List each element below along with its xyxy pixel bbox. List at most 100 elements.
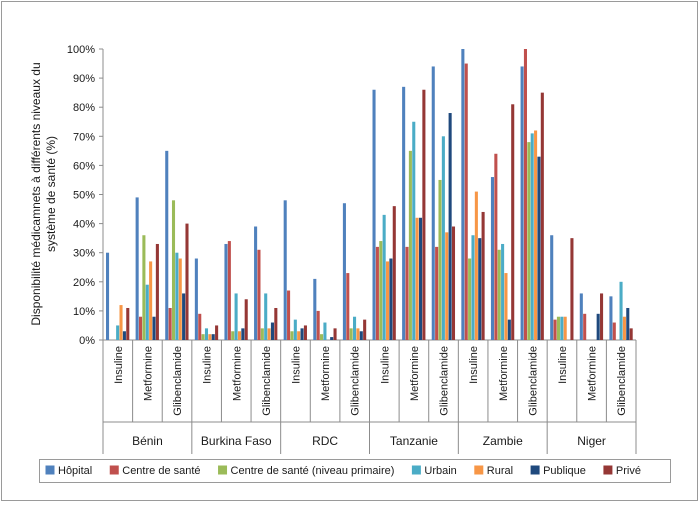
bar: [231, 331, 235, 340]
bar: [540, 92, 544, 341]
bar: [385, 261, 390, 340]
bar: [507, 319, 511, 340]
bar: [208, 334, 212, 340]
bar: [478, 238, 482, 340]
bar: [204, 328, 209, 340]
x-drug-label: Glibenclamide: [350, 346, 362, 416]
legend-label: Publique: [543, 465, 586, 477]
x-country-label: Bénin: [132, 434, 163, 448]
x-drug-label: Insuline: [113, 346, 125, 384]
bar: [563, 316, 567, 340]
x-drug-label: Insuline: [468, 346, 480, 384]
bar: [451, 226, 456, 340]
bar: [264, 293, 268, 340]
bar: [435, 246, 439, 340]
bar: [523, 49, 527, 340]
bar: [445, 232, 449, 340]
bar: [474, 191, 478, 340]
bar: [152, 316, 156, 340]
bar: [116, 325, 120, 340]
x-drug-label: Metformine: [409, 346, 421, 401]
y-tick-label: 60%: [73, 160, 95, 172]
y-axis-label: Disponibilité médicamnets à différents n…: [29, 62, 58, 325]
bar: [560, 316, 564, 340]
x-country-label: Tanzanie: [390, 434, 438, 448]
bar: [375, 246, 379, 340]
bar: [363, 319, 367, 340]
bar: [241, 328, 245, 340]
bar: [494, 153, 498, 340]
x-drug-label: Metformine: [498, 346, 510, 401]
bar: [234, 293, 238, 340]
bar: [346, 273, 350, 340]
x-drug-label: Glibenclamide: [261, 346, 273, 416]
bar: [379, 241, 383, 340]
bar: [570, 238, 574, 340]
bar: [244, 299, 248, 340]
legend-label: Privé: [616, 465, 641, 477]
bar: [504, 273, 508, 340]
bar: [257, 249, 261, 340]
bar: [274, 307, 278, 340]
bar: [626, 307, 630, 340]
legend-label: Urbain: [424, 465, 456, 477]
legend-swatch: [109, 465, 119, 475]
legend-swatch: [218, 465, 228, 475]
bar: [283, 200, 287, 340]
bar: [254, 226, 258, 340]
x-drug-label: Insuline: [557, 346, 569, 384]
bar: [353, 316, 357, 340]
bar: [290, 331, 294, 340]
bar: [198, 313, 202, 340]
bar: [211, 334, 215, 340]
legend-swatch: [474, 465, 484, 475]
y-tick-label: 10%: [73, 306, 95, 318]
legend-label: Centre de santé (niveau primaire): [231, 465, 395, 477]
bar: [323, 322, 327, 340]
bar: [267, 328, 271, 340]
bar: [534, 130, 538, 340]
bar: [550, 235, 554, 340]
bar: [530, 133, 534, 340]
y-tick-label: 20%: [73, 277, 95, 289]
x-drug-label: Metformine: [231, 346, 243, 401]
bar: [448, 113, 452, 341]
bar: [135, 197, 139, 340]
y-tick-label: 50%: [73, 190, 95, 202]
x-drug-label: Insuline: [290, 346, 302, 384]
bar: [320, 334, 324, 340]
bar: [356, 328, 360, 340]
bar: [553, 319, 557, 340]
x-country-label: Niger: [577, 434, 606, 448]
bar: [182, 293, 186, 340]
bar: [297, 331, 301, 340]
bar: [418, 217, 423, 340]
bar: [303, 325, 307, 340]
x-country-label: RDC: [312, 434, 338, 448]
bar: [287, 290, 291, 340]
bar: [468, 258, 472, 340]
bar: [342, 203, 346, 340]
bar: [215, 325, 219, 340]
y-tick-label: 100%: [67, 44, 95, 56]
bar: [596, 313, 600, 340]
bar: [501, 243, 505, 340]
bar: [138, 316, 143, 340]
bar: [178, 258, 182, 340]
y-tick-label: 0%: [79, 335, 95, 347]
bar: [330, 337, 334, 340]
x-drug-label: Glibenclamide: [616, 346, 628, 416]
bar: [316, 310, 320, 340]
bar: [168, 307, 172, 340]
bar: [600, 293, 604, 340]
bar: [382, 214, 386, 340]
bar: [556, 316, 560, 340]
bar: [612, 322, 616, 340]
bar: [408, 150, 412, 340]
bar: [165, 150, 169, 340]
legend-swatch: [45, 465, 55, 475]
bar: [490, 177, 495, 340]
bar: [405, 246, 409, 340]
